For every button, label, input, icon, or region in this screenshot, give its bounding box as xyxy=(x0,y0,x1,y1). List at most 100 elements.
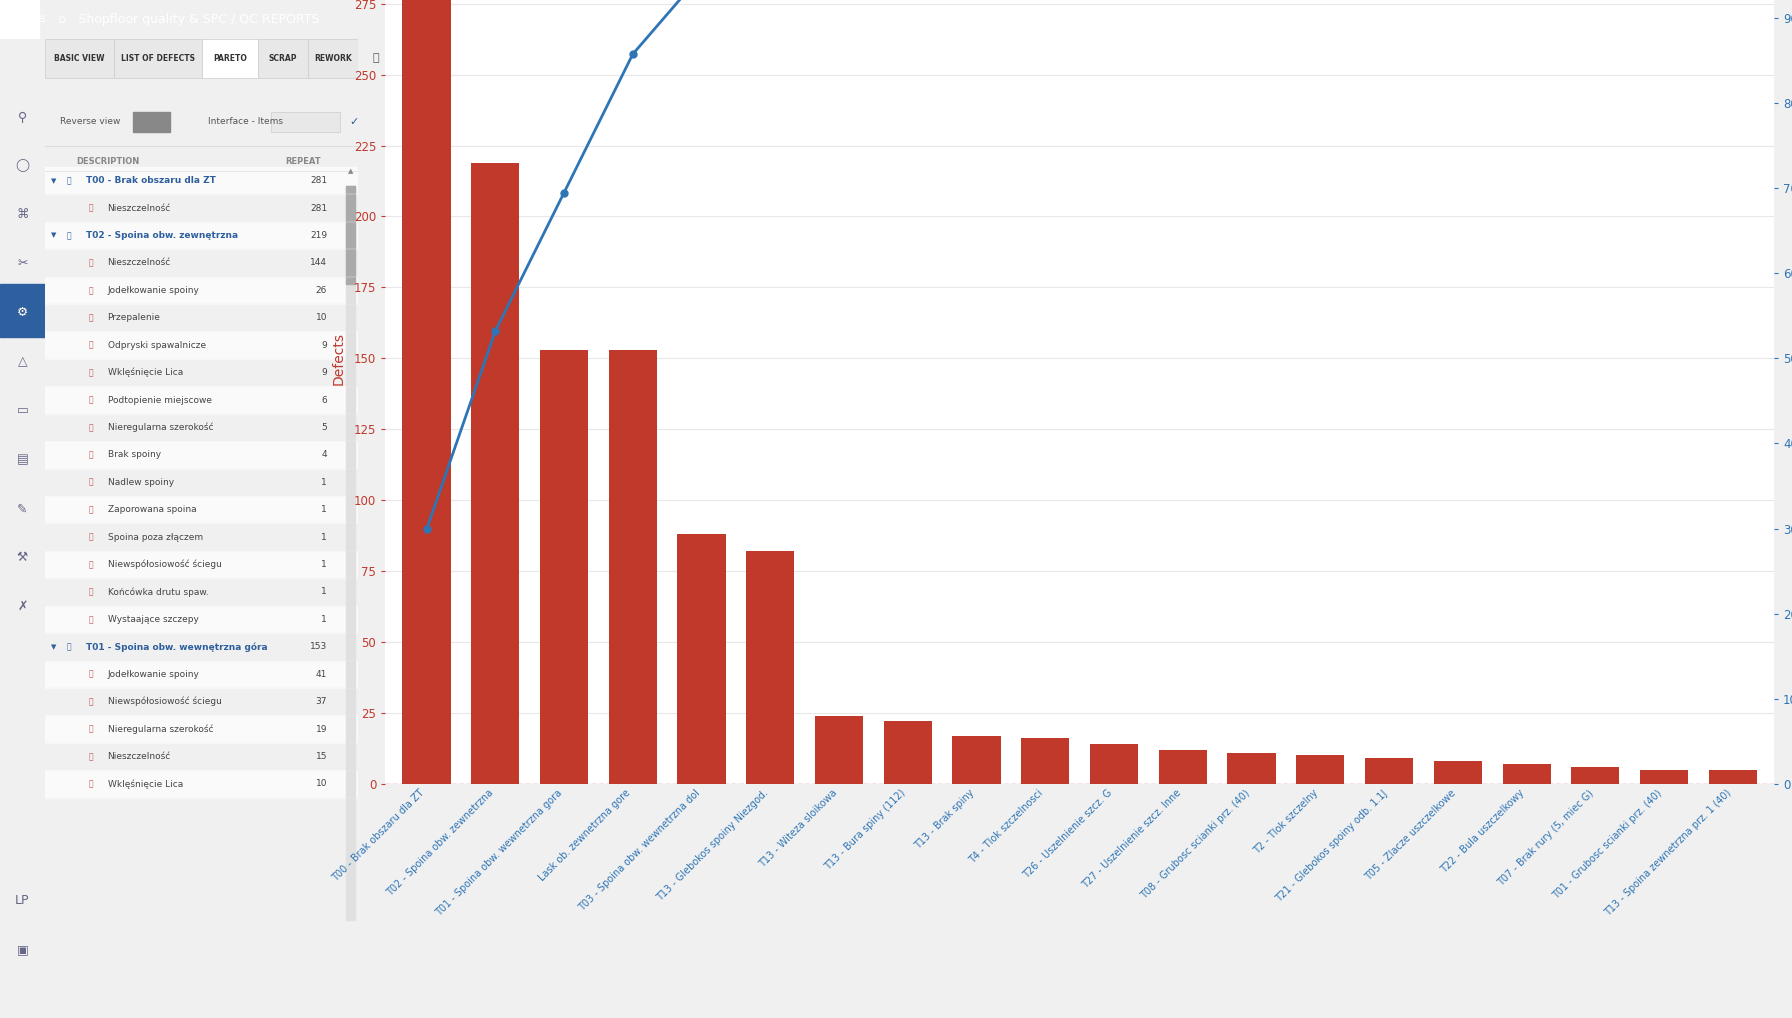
Bar xyxy=(0,0,39,39)
Bar xyxy=(883,722,932,784)
Text: All  ∨: All ∨ xyxy=(889,53,918,63)
Text: 153: 153 xyxy=(310,642,326,652)
Bar xyxy=(677,534,726,784)
Text: 🗋: 🗋 xyxy=(90,422,93,432)
Bar xyxy=(201,39,258,77)
Text: 1: 1 xyxy=(321,505,326,514)
Text: ▼: ▼ xyxy=(52,643,56,649)
Text: Reverse view: Reverse view xyxy=(61,117,120,126)
Text: Interface - Items: Interface - Items xyxy=(208,117,283,126)
Bar xyxy=(1502,764,1550,784)
Text: Odpryski spawalnicze: Odpryski spawalnicze xyxy=(108,341,206,350)
Text: 🗋: 🗋 xyxy=(90,587,93,597)
Text: Spoina poza złączem: Spoina poza złączem xyxy=(108,532,202,542)
Text: 🗋: 🗋 xyxy=(90,505,93,514)
Text: 🗋: 🗋 xyxy=(90,780,93,789)
Bar xyxy=(45,332,358,359)
Bar xyxy=(45,661,358,688)
Text: 37: 37 xyxy=(315,697,326,706)
Bar xyxy=(0,284,45,337)
Text: Niewspółosiowość ściegu: Niewspółosiowość ściegu xyxy=(108,697,222,706)
Text: Wystaające szczepy: Wystaające szczepy xyxy=(108,615,199,624)
Bar xyxy=(1296,755,1344,784)
Text: 🗋: 🗋 xyxy=(90,450,93,459)
Text: ⋮: ⋮ xyxy=(1763,43,1778,57)
Text: Nadlew spoiny: Nadlew spoiny xyxy=(108,477,174,487)
Text: Nieregularna szerokość: Nieregularna szerokość xyxy=(108,422,213,433)
Text: 🗋: 🗋 xyxy=(90,259,93,268)
Bar xyxy=(609,350,658,784)
Text: ✎: ✎ xyxy=(18,502,27,515)
Text: ⚙: ⚙ xyxy=(16,306,29,320)
Bar xyxy=(115,39,201,77)
Text: 🗋: 🗋 xyxy=(90,204,93,213)
Text: 🗋: 🗋 xyxy=(90,477,93,487)
Bar xyxy=(1090,744,1138,784)
Text: ⊟ ∨: ⊟ ∨ xyxy=(1735,53,1756,63)
Bar xyxy=(953,736,1000,784)
Bar xyxy=(258,39,308,77)
Bar xyxy=(1159,750,1206,784)
Text: 🗋: 🗋 xyxy=(90,314,93,323)
Text: Nieszczelność: Nieszczelność xyxy=(108,752,170,761)
Text: ⚒: ⚒ xyxy=(16,551,29,564)
Text: T00 - Brak obszaru dla ZT: T00 - Brak obszaru dla ZT xyxy=(86,176,215,185)
Text: ▼: ▼ xyxy=(52,178,56,183)
Bar xyxy=(45,551,358,578)
Bar xyxy=(471,163,520,784)
Text: T01 - Spoina obw. wewnętrzna góra: T01 - Spoina obw. wewnętrzna góra xyxy=(86,642,267,652)
Text: 41: 41 xyxy=(315,670,326,679)
Text: 🗋: 🗋 xyxy=(90,670,93,679)
Bar xyxy=(45,496,358,523)
Text: ⚲: ⚲ xyxy=(18,111,27,123)
Text: DESCRIPTION: DESCRIPTION xyxy=(75,157,140,166)
Text: 281: 281 xyxy=(310,176,326,185)
Text: 10: 10 xyxy=(315,780,326,789)
Bar xyxy=(346,185,355,284)
Text: 10: 10 xyxy=(315,314,326,323)
Text: 🗀: 🗀 xyxy=(66,231,72,240)
Text: △: △ xyxy=(18,355,27,369)
Text: REPEAT: REPEAT xyxy=(285,157,321,166)
Text: 🗋: 🗋 xyxy=(90,697,93,706)
Text: ▲: ▲ xyxy=(348,168,353,174)
Text: 🗋: 🗋 xyxy=(90,560,93,569)
Text: LIST OF DEFECTS: LIST OF DEFECTS xyxy=(120,54,195,63)
Text: 🗋: 🗋 xyxy=(90,752,93,761)
Text: 19: 19 xyxy=(315,725,326,734)
Text: 🗋: 🗋 xyxy=(90,615,93,624)
Text: 🗀: 🗀 xyxy=(66,642,72,652)
Y-axis label: Defects: Defects xyxy=(332,332,346,385)
Text: Jodełkowanie spoiny: Jodełkowanie spoiny xyxy=(108,670,199,679)
Text: Wklęśnięcie Lica: Wklęśnięcie Lica xyxy=(108,779,183,789)
Text: T02 - Spoina obw. zewnętrzna: T02 - Spoina obw. zewnętrzna xyxy=(86,231,238,240)
Text: ▣: ▣ xyxy=(16,943,29,956)
Text: ⓘ  940 defects in selected time period: ⓘ 940 defects in selected time period xyxy=(373,53,584,63)
Bar xyxy=(133,112,170,131)
Bar xyxy=(1366,758,1414,784)
Text: 🗀: 🗀 xyxy=(66,176,72,185)
Text: ▬▬▬▬▬▬▬▬▬▬▬▬▬▬  ∨: ▬▬▬▬▬▬▬▬▬▬▬▬▬▬ ∨ xyxy=(1075,53,1219,63)
Text: 144: 144 xyxy=(310,259,326,268)
Text: 26: 26 xyxy=(315,286,326,295)
Text: 🗋: 🗋 xyxy=(90,286,93,295)
Text: ✗: ✗ xyxy=(18,601,27,613)
Text: ⚙: ⚙ xyxy=(16,306,29,320)
Bar xyxy=(45,606,358,633)
Text: 6: 6 xyxy=(321,396,326,404)
Bar xyxy=(745,551,794,784)
Text: ≡   ⌂   Shopfloor quality & SPC / QC REPORTS: ≡ ⌂ Shopfloor quality & SPC / QC REPORTS xyxy=(36,13,319,25)
Text: ▭: ▭ xyxy=(16,404,29,417)
Text: 🗋: 🗋 xyxy=(90,341,93,350)
Text: Zaporowana spoina: Zaporowana spoina xyxy=(108,505,195,514)
Text: Przepalenie: Przepalenie xyxy=(108,314,161,323)
Bar xyxy=(45,387,358,413)
Text: 1: 1 xyxy=(321,615,326,624)
Text: 1: 1 xyxy=(321,587,326,597)
Text: ▤: ▤ xyxy=(16,453,29,466)
Text: 219: 219 xyxy=(310,231,326,240)
Text: Admin admin ∨: Admin admin ∨ xyxy=(1613,14,1699,24)
Bar xyxy=(308,39,358,77)
Text: Końcówka drutu spaw.: Końcówka drutu spaw. xyxy=(108,587,208,597)
Text: 🗋: 🗋 xyxy=(90,369,93,377)
